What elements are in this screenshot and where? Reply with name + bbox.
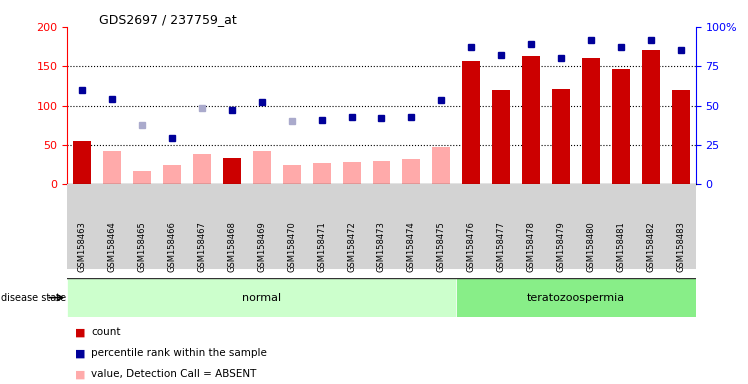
Bar	[642, 50, 660, 184]
Bar	[193, 154, 211, 184]
Text: normal: normal	[242, 293, 281, 303]
Text: ■: ■	[75, 369, 85, 379]
Text: disease state: disease state	[1, 293, 67, 303]
Bar	[343, 162, 361, 184]
Bar	[313, 163, 331, 184]
Bar	[283, 165, 301, 184]
Bar	[133, 171, 151, 184]
Bar	[223, 157, 241, 184]
Bar	[373, 162, 390, 184]
Bar	[582, 58, 600, 184]
Bar	[163, 166, 181, 184]
Text: count: count	[91, 327, 120, 337]
Text: value, Detection Call = ABSENT: value, Detection Call = ABSENT	[91, 369, 257, 379]
Bar	[67, 278, 456, 317]
Bar	[253, 151, 271, 184]
Bar	[456, 278, 696, 317]
Bar	[402, 159, 420, 184]
Bar	[492, 90, 510, 184]
Bar	[103, 151, 121, 184]
Bar	[552, 89, 570, 184]
Bar	[73, 141, 91, 184]
Bar	[462, 61, 480, 184]
Text: ■: ■	[75, 348, 85, 358]
Text: percentile rank within the sample: percentile rank within the sample	[91, 348, 267, 358]
Bar	[612, 70, 630, 184]
Text: teratozoospermia: teratozoospermia	[527, 293, 625, 303]
Text: ■: ■	[75, 327, 85, 337]
Bar	[432, 147, 450, 184]
Bar	[672, 90, 690, 184]
Text: GDS2697 / 237759_at: GDS2697 / 237759_at	[99, 13, 236, 26]
Bar	[522, 56, 540, 184]
